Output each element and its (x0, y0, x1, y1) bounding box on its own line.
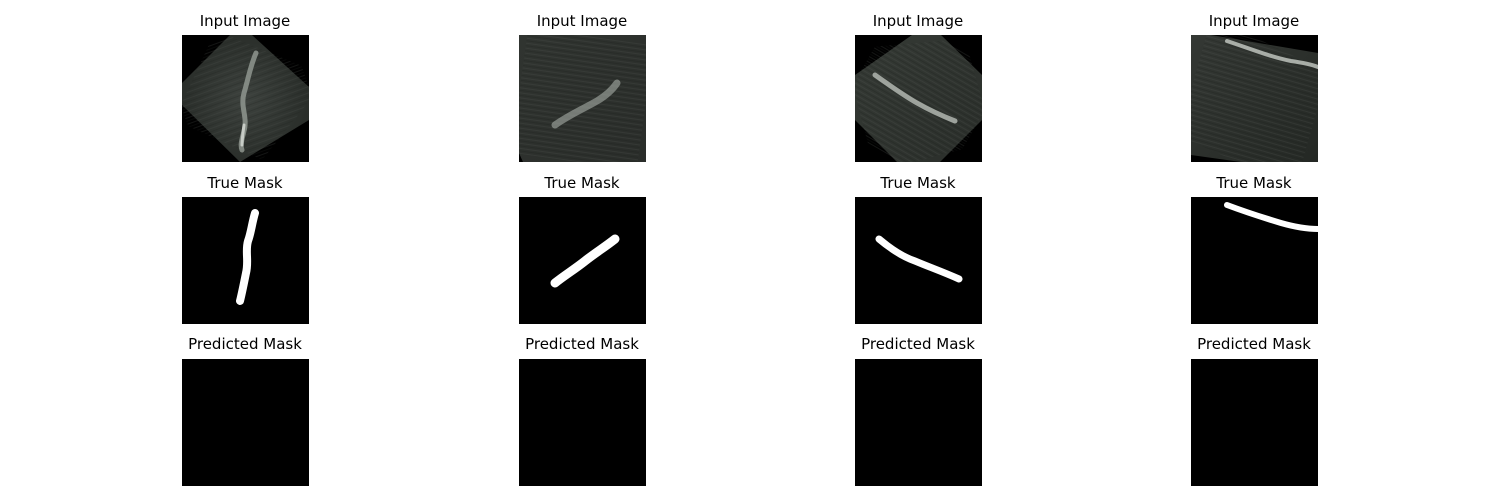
predicted-mask-4 (1191, 359, 1318, 486)
input-image-2 (519, 35, 646, 162)
input-image-4 (1191, 35, 1318, 162)
panel-title-pred-3: Predicted Mask (818, 334, 1018, 354)
panel-title-pred-1: Predicted Mask (145, 334, 345, 354)
true-mask-1 (182, 197, 309, 324)
true-mask-4 (1191, 197, 1318, 324)
panel-title-true-4: True Mask (1154, 173, 1354, 193)
predicted-mask-3 (855, 359, 982, 486)
true-mask-2 (519, 197, 646, 324)
panel-title-pred-2: Predicted Mask (482, 334, 682, 354)
panel-title-input-3: Input Image (818, 11, 1018, 31)
panel-title-input-1: Input Image (145, 11, 345, 31)
panel-title-true-2: True Mask (482, 173, 682, 193)
true-mask-3 (855, 197, 982, 324)
input-image-3 (855, 35, 982, 162)
panel-title-pred-4: Predicted Mask (1154, 334, 1354, 354)
panel-title-input-4: Input Image (1154, 11, 1354, 31)
panel-title-input-2: Input Image (482, 11, 682, 31)
predicted-mask-1 (182, 359, 309, 486)
panel-title-true-1: True Mask (145, 173, 345, 193)
input-image-1 (182, 35, 309, 162)
predicted-mask-2 (519, 359, 646, 486)
panel-title-true-3: True Mask (818, 173, 1018, 193)
